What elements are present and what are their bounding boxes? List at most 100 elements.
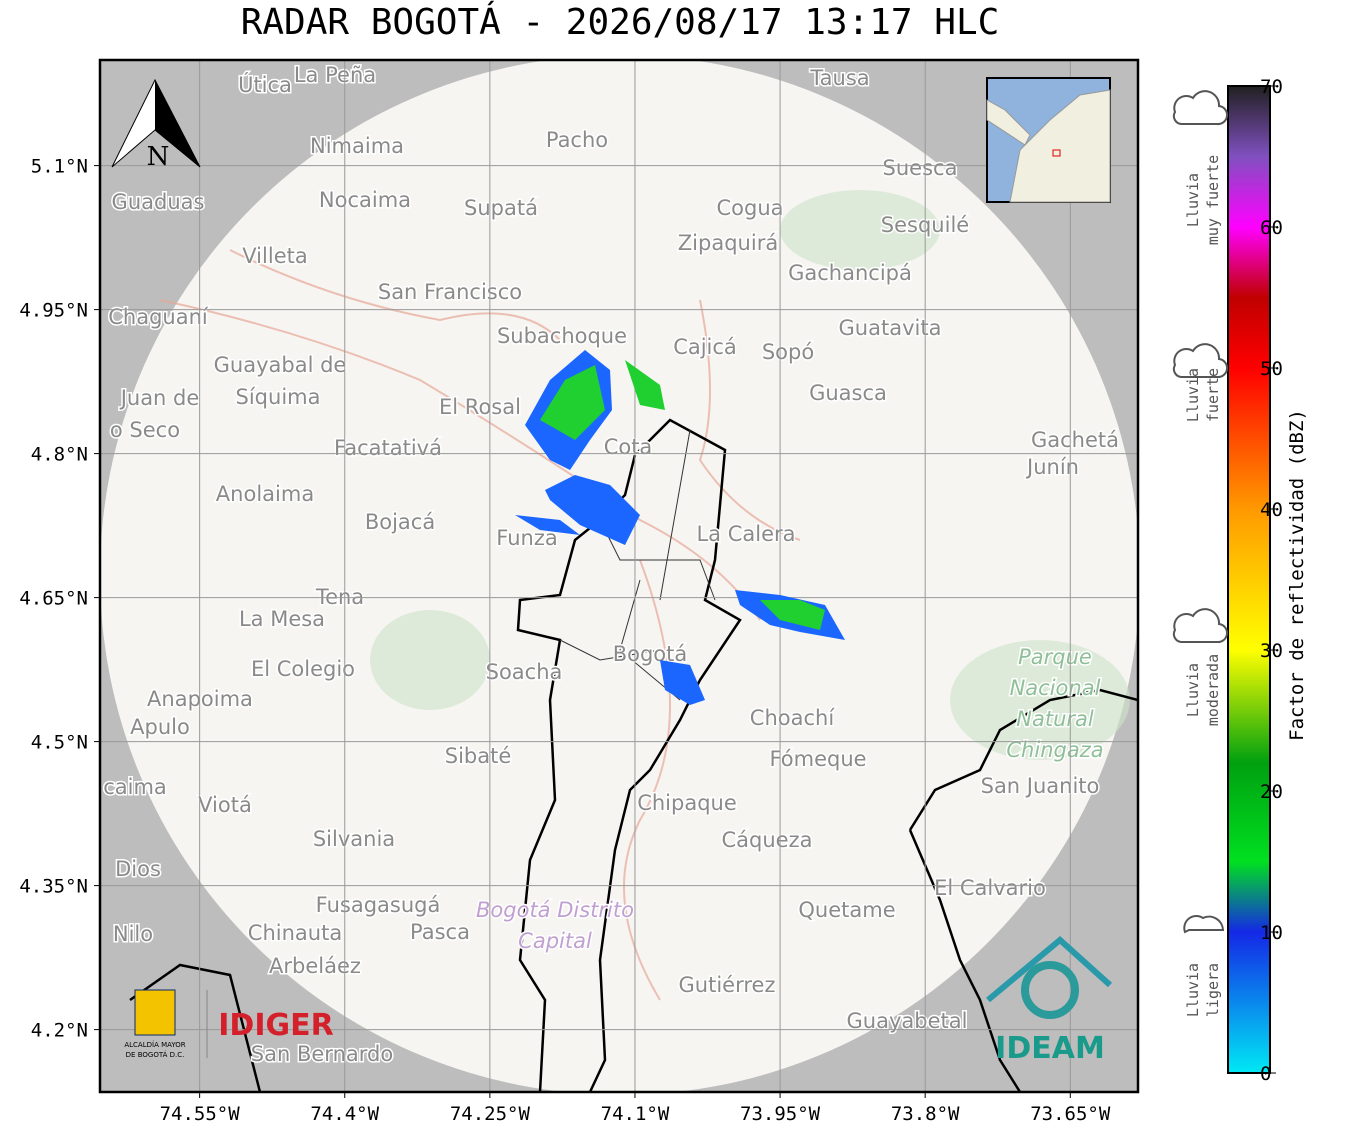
park-label: Parque: [1018, 645, 1092, 669]
place-label: Chaguaní: [108, 305, 209, 329]
place-label: El Calvario: [934, 876, 1046, 900]
place-label: Tausa: [809, 66, 869, 90]
colorbar-label: Factor de reflectividad (dBZ): [1286, 409, 1308, 741]
place-label: Útica: [238, 72, 292, 97]
alcaldia-logo: ALCALDÍA MAYOR: [124, 1040, 185, 1049]
y-tick-label: 4.95°N: [19, 300, 88, 322]
place-label: Guaduas: [112, 190, 205, 214]
place-label: Guatavita: [839, 316, 942, 340]
rain-level-label: Lluvia: [1184, 663, 1202, 717]
map: Útica La Peña Tausa Pacho Nimaima Guaduas Noca…: [100, 60, 1138, 1092]
title: RADAR BOGOTÁ - 2026/08/17 13:17 HLC: [241, 1, 1000, 43]
place-label: Gachetá: [1031, 428, 1119, 452]
place-label: Quetame: [798, 898, 895, 922]
place-label: El Colegio: [251, 657, 355, 681]
x-tick-label: 74.1°W: [601, 1103, 670, 1125]
place-label: Silvania: [313, 827, 395, 851]
place-label: San Bernardo: [251, 1042, 393, 1066]
y-tick-label: 5.1°N: [31, 156, 88, 178]
place-label: San Juanito: [981, 774, 1100, 798]
place-label: La Calera: [696, 522, 795, 546]
place-label: Anolaima: [216, 482, 314, 506]
rain-level-label: Lluvia: [1184, 173, 1202, 227]
place-label: Junín: [1025, 455, 1079, 479]
place-label: La Peña: [294, 63, 376, 87]
place-label: Cota: [604, 435, 653, 459]
colorbar: [1227, 85, 1271, 1074]
place-label: Bogotá: [613, 642, 688, 666]
place-label: Chipaque: [637, 791, 737, 815]
colorbar-tick-label: 50: [1260, 358, 1283, 380]
place-label: Villeta: [242, 244, 307, 268]
colorbar-tick-label: 0: [1260, 1063, 1271, 1085]
x-tick-label: 73.95°W: [740, 1103, 821, 1125]
place-label: Gachancipá: [788, 261, 912, 285]
rain-level-label: Lluvia: [1184, 368, 1202, 422]
place-label: Síquima: [236, 385, 321, 409]
y-tick-label: 4.35°N: [19, 876, 88, 898]
place-label: Dios: [115, 857, 161, 881]
place-label: Arbeláez: [269, 954, 361, 978]
x-tick-label: 73.8°W: [891, 1103, 960, 1125]
place-label: Guasca: [809, 381, 887, 405]
colorbar-tick-label: 20: [1260, 781, 1283, 803]
rain-level-label: fuerte: [1204, 368, 1222, 422]
x-tick-label: 74.25°W: [450, 1103, 531, 1125]
place-label: Facatativá: [334, 436, 442, 460]
place-label: Soacha: [486, 660, 563, 684]
rain-level-label: Lluvia: [1184, 963, 1202, 1017]
place-label: Tena: [315, 585, 364, 609]
x-tick-label: 73.65°W: [1030, 1103, 1111, 1125]
y-tick-label: 4.2°N: [31, 1020, 88, 1042]
place-label: Viotá: [198, 793, 252, 817]
place-label: La Mesa: [239, 607, 325, 631]
place-label: Bojacá: [365, 510, 435, 534]
place-label: Cajicá: [673, 335, 737, 359]
rain-level-label: moderada: [1204, 654, 1222, 726]
x-tick-label: 74.55°W: [160, 1103, 241, 1125]
place-label: Juan de: [119, 386, 200, 410]
place-label: Supatá: [464, 196, 538, 220]
y-tick-label: 4.5°N: [31, 732, 88, 754]
place-label: Pasca: [410, 920, 470, 944]
colorbar-tick-label: 10: [1260, 922, 1283, 944]
place-label: caima: [103, 775, 167, 799]
place-label: Nilo: [113, 922, 153, 946]
radar-echo: [515, 350, 845, 705]
rain-level-label: ligera: [1204, 963, 1222, 1017]
district-label: Bogotá Distrito: [476, 898, 634, 922]
colorbar-tick-label: 60: [1260, 217, 1283, 239]
alcaldia-logo: DE BOGOTÁ D.C.: [126, 1050, 185, 1059]
colorbar-tick-label: 30: [1260, 640, 1283, 662]
place-label: Zipaquirá: [678, 231, 778, 255]
place-label: Fómeque: [769, 747, 866, 771]
place-label: Subachoque: [497, 324, 627, 348]
district-label: Capital: [518, 929, 592, 953]
rain-level-label: muy fuerte: [1204, 155, 1222, 245]
colorbar-tick-label: 40: [1260, 499, 1283, 521]
place-label: Nimaima: [310, 134, 404, 158]
place-label: Nocaima: [319, 188, 411, 212]
place-label: Pacho: [546, 128, 608, 152]
place-label: Guayabetal: [847, 1009, 968, 1033]
place-label: Cáqueza: [722, 828, 813, 852]
place-label: Chinauta: [248, 921, 342, 945]
place-label: Guayabal de: [214, 353, 347, 377]
park-label: Nacional: [1010, 676, 1101, 700]
ideam-logo: IDEAM: [995, 1031, 1105, 1066]
idiger-logo: IDIGER: [218, 1008, 333, 1043]
place-label: Choachí: [750, 706, 836, 730]
place-label: El Rosal: [439, 395, 521, 419]
north-arrow: N: [147, 142, 170, 172]
place-label: Fusagasugá: [316, 893, 441, 917]
colorbar-tick-label: 70: [1260, 76, 1283, 98]
place-label: San Francisco: [378, 280, 522, 304]
park-label: Natural: [1016, 707, 1094, 731]
y-tick-label: 4.8°N: [31, 444, 88, 466]
x-tick-label: 74.4°W: [310, 1103, 379, 1125]
y-tick-label: 4.65°N: [19, 588, 88, 610]
place-label: Gutiérrez: [679, 973, 776, 997]
place-label: Sibaté: [445, 744, 512, 768]
place-label: o Seco: [110, 418, 180, 442]
